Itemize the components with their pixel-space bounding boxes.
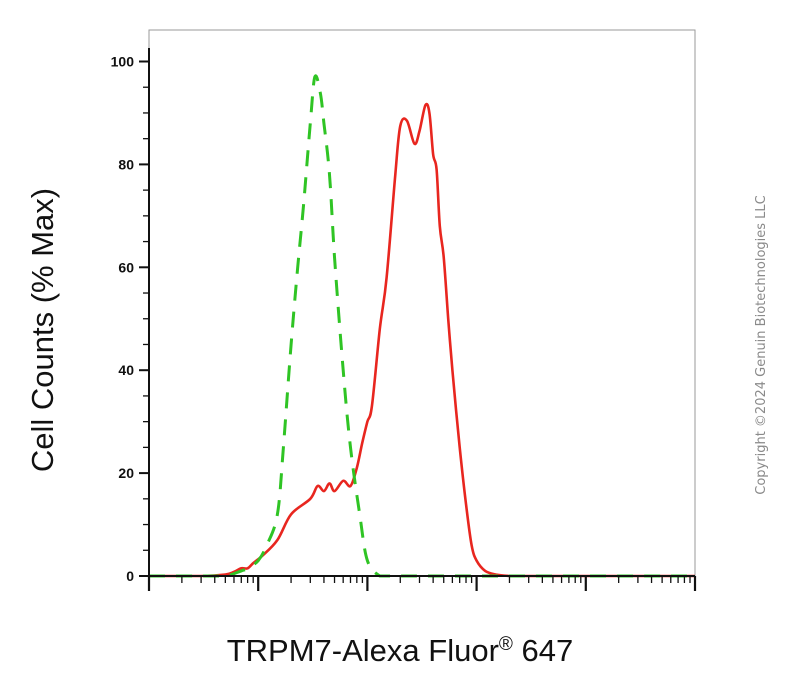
y-tick-label: 40 [118,362,134,378]
copyright-watermark: Copyright ©2024 Genuin Biotechnologies L… [754,195,769,494]
y-axis-ticks [139,60,149,577]
dashed-series-curve [149,74,695,578]
y-axis-title: Cell Counts (% Max) [25,188,60,472]
x-axis-title-tail: 647 [513,633,573,668]
plot-frame [148,29,696,577]
curves-layer [149,74,695,578]
solid-series-curve [149,102,695,578]
y-tick-labels: 0 20 40 60 80 100 [111,54,135,585]
y-tick-label: 100 [111,54,135,70]
x-axis-ticks [147,576,697,591]
x-axis-title: TRPM7-Alexa Fluor® 647 [227,633,574,668]
y-tick-label: 80 [118,156,134,172]
y-tick-label: 0 [126,568,134,584]
x-axis-title-registered: ® [499,634,513,655]
y-tick-label: 20 [118,465,134,481]
y-tick-label: 60 [118,259,134,275]
x-axis-title-main: TRPM7-Alexa Fluor [227,633,499,668]
